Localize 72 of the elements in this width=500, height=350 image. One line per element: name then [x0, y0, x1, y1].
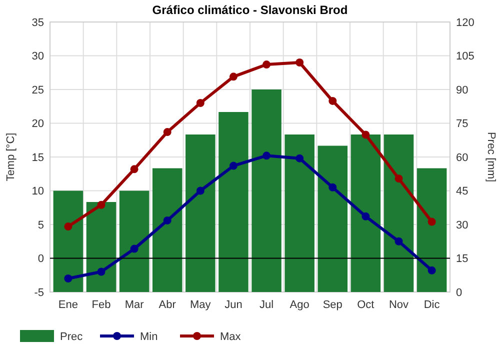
y-tick-label: 30	[32, 50, 44, 63]
bar	[318, 146, 348, 292]
y2-tick-label: 30	[456, 219, 468, 232]
x-tick-label: Mar	[124, 299, 144, 311]
y-tick-label: 0	[38, 253, 44, 266]
x-tick-label: Abr	[158, 299, 176, 311]
point	[394, 174, 403, 183]
point	[328, 96, 337, 105]
y-axis-title: Temp [°C]	[5, 132, 17, 182]
point	[196, 186, 204, 195]
bar	[119, 190, 150, 292]
y-tick-label: 35	[32, 16, 44, 29]
bar	[416, 168, 447, 292]
chart-title: Gráfico climático - Slavonski Brod	[152, 3, 348, 17]
y2-tick-label: 90	[456, 84, 468, 96]
bar	[53, 190, 84, 292]
x-tick-label: Ago	[290, 299, 310, 311]
point	[64, 222, 72, 231]
bar	[384, 134, 414, 292]
legend-label: Max	[220, 330, 242, 343]
point	[428, 218, 436, 226]
x-tick-label: Ene	[58, 299, 78, 311]
point	[362, 212, 370, 220]
point	[130, 165, 138, 174]
x-tick-label: Dic	[424, 299, 440, 311]
y2-tick-label: 0	[456, 286, 462, 299]
point	[196, 99, 204, 107]
point	[296, 154, 304, 162]
x-tick-label: Jun	[224, 299, 242, 311]
x-tick-label: Jul	[260, 299, 274, 311]
point	[130, 244, 138, 253]
y-tick-label: 10	[32, 186, 44, 198]
bar	[284, 134, 314, 292]
y2-tick-label: 45	[456, 186, 468, 198]
y-tick-label: 20	[32, 118, 44, 130]
point	[163, 128, 172, 136]
y2-tick-label: 75	[456, 118, 468, 130]
y2-tick-label: 120	[456, 16, 474, 29]
y2-axis-title: Prec [mm]	[485, 132, 497, 182]
point	[296, 58, 304, 66]
legend-label: Min	[140, 330, 158, 343]
point	[163, 216, 172, 224]
point	[97, 268, 106, 276]
bar	[152, 168, 182, 292]
x-tick-label: Oct	[357, 299, 374, 311]
bar	[218, 112, 248, 292]
point	[428, 266, 436, 274]
y-tick-label: 15	[32, 152, 44, 164]
y2-tick-label: 15	[456, 253, 468, 266]
point	[97, 200, 106, 209]
y-tick-label: 5	[38, 219, 44, 232]
point	[362, 130, 370, 139]
x-tick-label: May	[190, 299, 212, 311]
y2-tick-label: 60	[456, 152, 468, 164]
bar	[350, 134, 381, 292]
x-tick-label: Nov	[388, 299, 410, 311]
bar	[252, 90, 282, 292]
y-tick-label: 25	[32, 84, 44, 96]
point	[394, 237, 403, 246]
x-tick-label: Sep	[322, 299, 342, 311]
point	[229, 72, 238, 81]
point	[328, 183, 337, 192]
point	[64, 274, 72, 282]
bar	[186, 134, 216, 292]
legend-label: Prec	[60, 330, 84, 343]
point	[262, 152, 271, 160]
y2-tick-label: 105	[456, 50, 474, 63]
point	[229, 162, 238, 170]
y-tick-label: -5	[34, 286, 44, 299]
x-tick-label: Feb	[92, 299, 111, 311]
bar	[86, 202, 116, 292]
point	[262, 60, 271, 69]
